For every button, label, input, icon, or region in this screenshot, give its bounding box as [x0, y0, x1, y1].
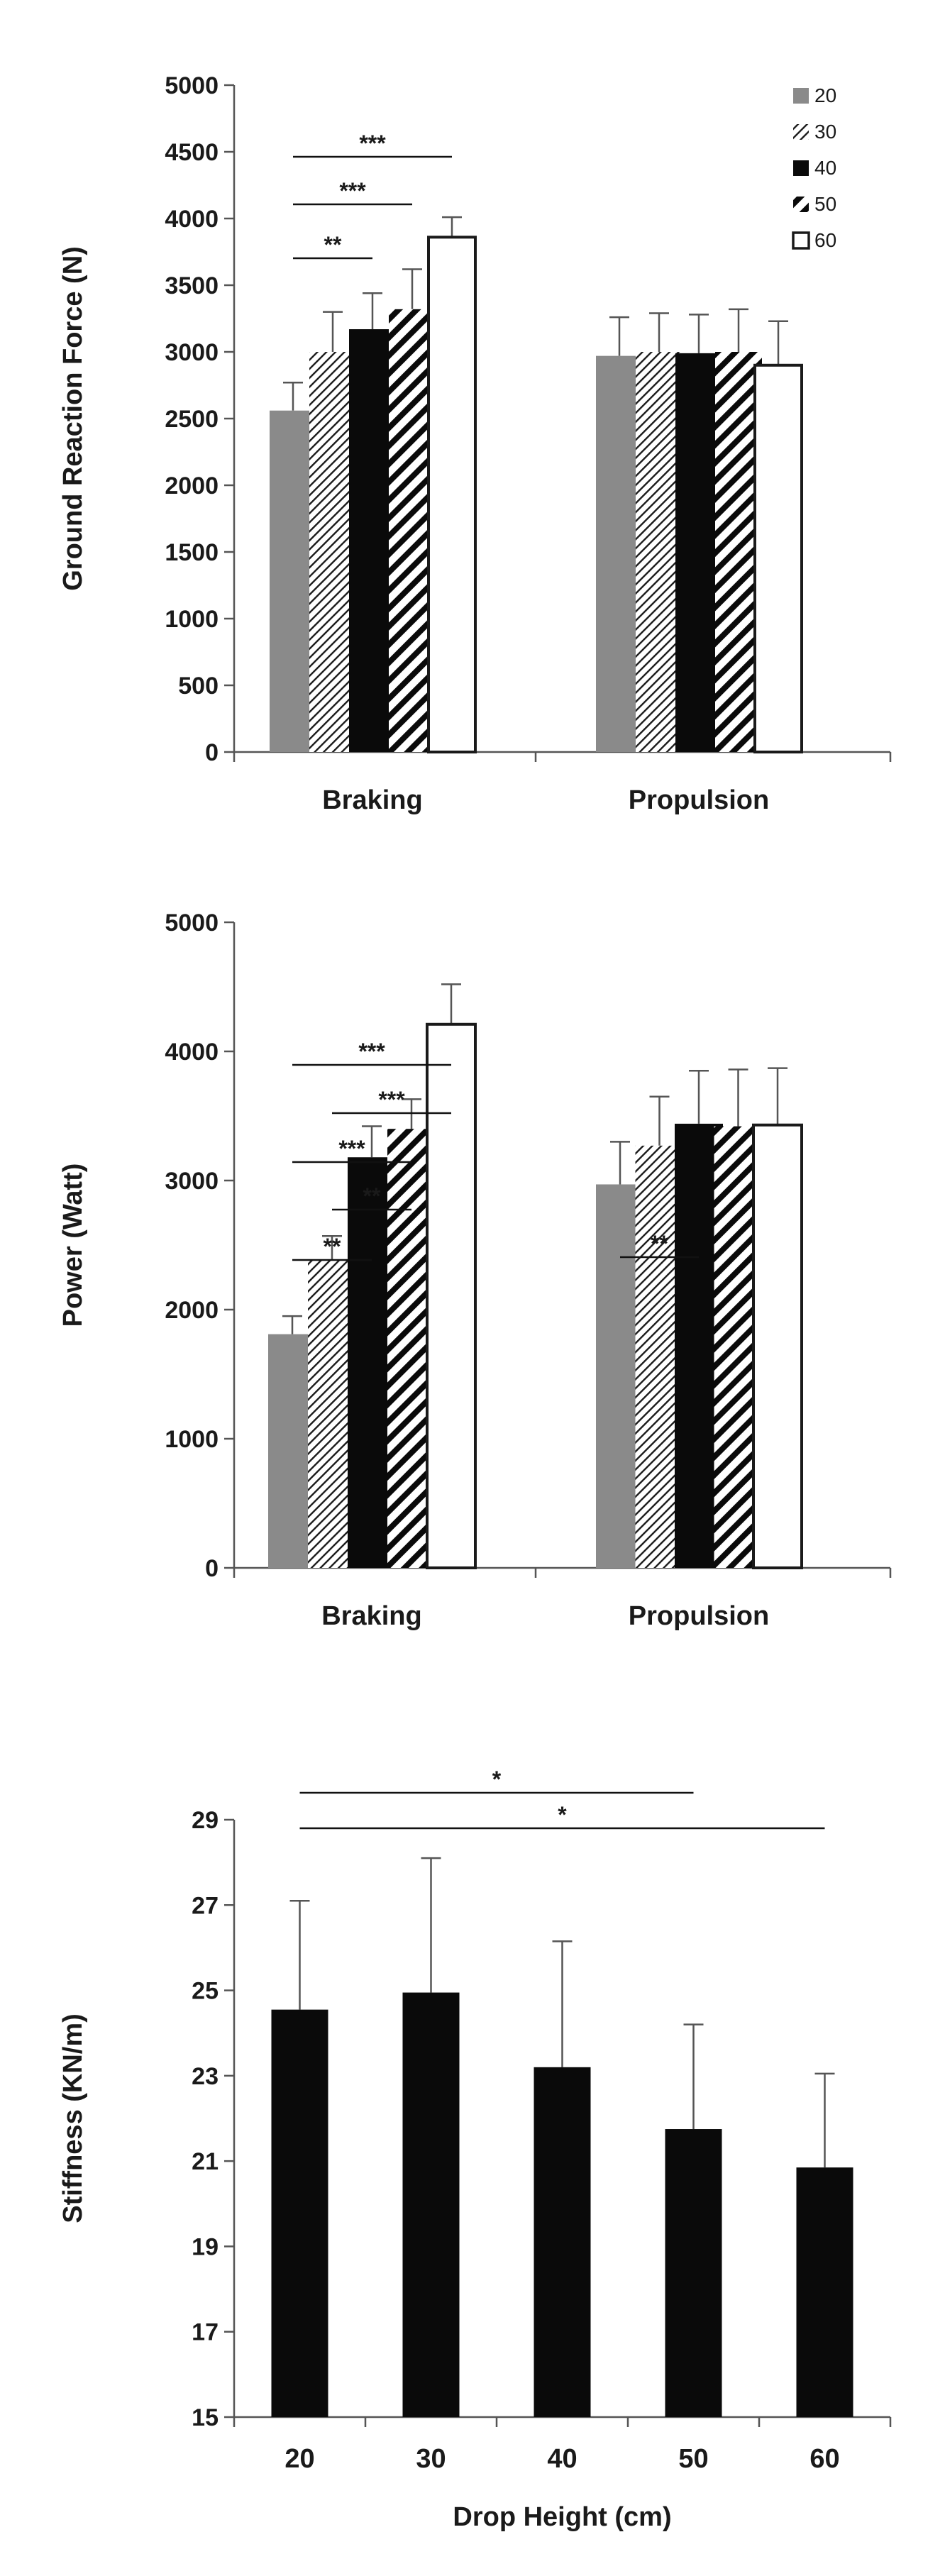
significance-label: ***: [378, 1087, 405, 1112]
y-tick-label: 2000: [165, 1297, 219, 1324]
y-tick-label: 1000: [165, 606, 219, 633]
y-tick-label: 0: [205, 739, 219, 766]
significance-label: **: [651, 1231, 668, 1256]
significance-label: ***: [359, 131, 386, 156]
y-tick-label: 1500: [165, 539, 219, 566]
x-category-label: 20: [284, 2444, 314, 2474]
significance-label: *: [558, 1802, 567, 1828]
x-category-label: Propulsion: [629, 1601, 769, 1631]
bar-60-braking: [426, 1022, 477, 1569]
bar-stiffness-30: [402, 1992, 460, 2417]
bar-20-propulsion: [596, 355, 643, 752]
y-tick-label: 1000: [165, 1426, 219, 1453]
x-category-label: Braking: [322, 785, 422, 815]
y-axis-title: Power (Watt): [58, 1163, 88, 1327]
power-chart: 0 1000 2000 3000 4000 5000 Power (Watt) Braking…: [58, 910, 892, 1631]
significance-label: **: [324, 232, 342, 258]
y-tick-label: 4500: [165, 139, 219, 166]
significance-label: ***: [358, 1039, 385, 1064]
x-category-label: 60: [809, 2444, 839, 2474]
significance-label: ***: [338, 1136, 365, 1161]
x-category-label: Braking: [321, 1601, 421, 1631]
legend-label: 30: [814, 121, 836, 143]
y-tick-label: 4000: [165, 1039, 219, 1066]
bar-20-braking: [270, 410, 316, 752]
significance-label: **: [324, 1234, 341, 1259]
y-tick-label: 23: [192, 2063, 219, 2090]
y-tick-label: 0: [205, 1555, 219, 1582]
legend-label: 60: [814, 229, 836, 251]
bar-40-propulsion: [675, 353, 722, 752]
x-axis-title: Drop Height (cm): [453, 2502, 671, 2532]
significance-label: *: [492, 1767, 502, 1792]
y-tick-label: 27: [192, 1892, 219, 1919]
y-tick-label: 4000: [165, 206, 219, 233]
bar-stiffness-60: [796, 2167, 853, 2417]
grf-chart: 0 500 1000 1500 2000 2500 3000 3500 4000 4500 5000…: [58, 72, 892, 815]
y-tick-label: 5000: [165, 72, 219, 99]
bar-40-braking: [349, 329, 396, 752]
y-tick-label: 29: [192, 1807, 219, 1834]
y-tick-label: 2500: [165, 406, 219, 433]
bar-30-braking: [309, 352, 356, 752]
x-category-label: Propulsion: [629, 785, 769, 815]
y-tick-label: 21: [192, 2148, 219, 2175]
y-tick-label: 500: [178, 673, 219, 700]
y-tick-label: 15: [192, 2404, 219, 2431]
y-tick-label: 2000: [165, 472, 219, 499]
y-axis-title: Ground Reaction Force (N): [58, 246, 88, 591]
legend-swatch-30: [793, 124, 809, 140]
y-tick-label: 19: [192, 2233, 219, 2260]
bar-stiffness-40: [534, 2067, 591, 2417]
legend-swatch-50: [793, 197, 809, 212]
bar-60-propulsion: [753, 363, 803, 753]
legend-label: 50: [814, 193, 836, 215]
significance-label: ***: [339, 178, 366, 204]
bar-stiffness-50: [665, 2129, 722, 2417]
y-tick-label: 17: [192, 2319, 219, 2346]
legend-swatch-20: [793, 88, 809, 104]
legend: 20 30 40 50 60: [792, 84, 836, 251]
legend-swatch-40: [793, 160, 809, 176]
bar-60-braking: [427, 236, 477, 753]
y-tick-label: 25: [192, 1978, 219, 2005]
y-tick-label: 5000: [165, 910, 219, 936]
y-tick-label: 3000: [165, 339, 219, 366]
y-tick-label: 3500: [165, 272, 219, 299]
bar-stiffness-20: [271, 2009, 328, 2417]
bar-30-propulsion: [636, 352, 682, 752]
x-category-label: 40: [547, 2444, 577, 2474]
legend-label: 20: [814, 84, 836, 106]
legend-label: 40: [814, 157, 836, 179]
significance-label: **: [363, 1183, 381, 1209]
y-tick-label: 3000: [165, 1168, 219, 1195]
y-axis-title: Stiffness (KN/m): [58, 2013, 88, 2223]
bar-60-propulsion: [752, 1123, 803, 1569]
x-category-label: 50: [678, 2444, 708, 2474]
x-category-label: 30: [416, 2444, 446, 2474]
legend-swatch-60: [792, 231, 810, 250]
stiffness-chart: 15 17 19 21 23 25 27 29 Stiffness (KN/m) 20 30 40 50…: [58, 1767, 892, 2532]
